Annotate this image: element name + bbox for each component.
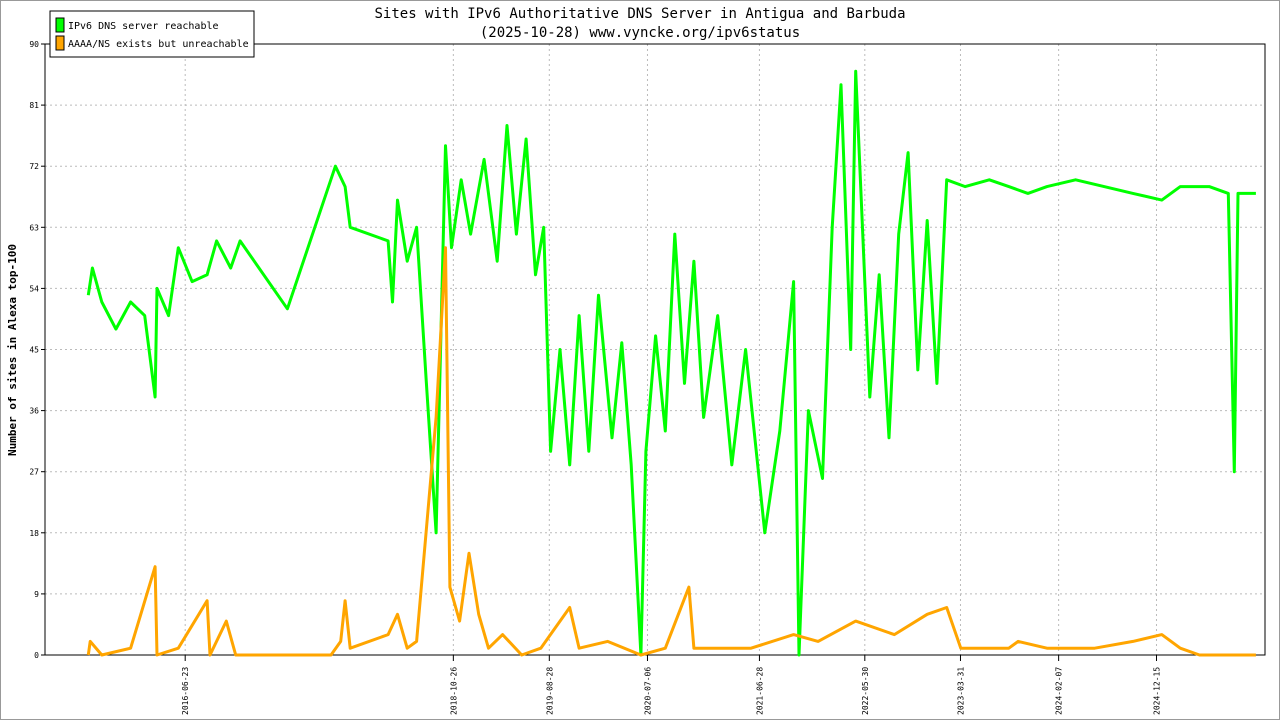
x-tick-label: 2024-12-15 (1152, 667, 1161, 715)
y-tick-label: 36 (29, 407, 39, 416)
series-line (86, 246, 1256, 657)
y-tick-label: 81 (29, 101, 39, 110)
plot-border (44, 43, 1266, 656)
x-tick-label: 2018-10-26 (449, 667, 458, 715)
x-tick-label: 2022-05-30 (861, 667, 870, 715)
y-tick-label: 0 (34, 651, 39, 660)
y-axis-label: Number of sites in Alexa top-100 (6, 244, 19, 456)
x-tick-label: 2016-06-23 (181, 667, 190, 715)
y-tick-label: 18 (29, 529, 39, 538)
y-tick-label: 45 (29, 346, 39, 355)
series-line (86, 69, 1256, 657)
x-tick-label: 2024-02-07 (1055, 667, 1064, 715)
y-tick-label: 90 (29, 40, 39, 49)
legend: IPv6 DNS server reachable AAAA/NS exists … (49, 10, 255, 58)
legend-label: IPv6 DNS server reachable (68, 21, 219, 32)
y-tick-label: 63 (29, 223, 39, 232)
chart-subtitle: (2025-10-28) www.vyncke.org/ipv6status (480, 25, 800, 41)
legend-box (49, 10, 255, 58)
x-tick-label: 2020-07-06 (643, 667, 652, 715)
y-tick-label: 9 (34, 590, 39, 599)
x-tick-label: 2021-06-28 (755, 667, 764, 715)
legend-swatch (55, 35, 65, 51)
legend-swatch (55, 17, 65, 33)
chart-title: Sites with IPv6 Authoritative DNS Server… (374, 6, 905, 22)
y-tick-label: 27 (29, 468, 39, 477)
x-tick-label: 2019-08-28 (545, 667, 554, 715)
legend-label: AAAA/NS exists but unreachable (68, 39, 249, 50)
y-tick-label: 54 (29, 284, 39, 293)
x-tick-label: 2023-03-31 (956, 667, 965, 715)
y-tick-label: 72 (29, 162, 39, 171)
